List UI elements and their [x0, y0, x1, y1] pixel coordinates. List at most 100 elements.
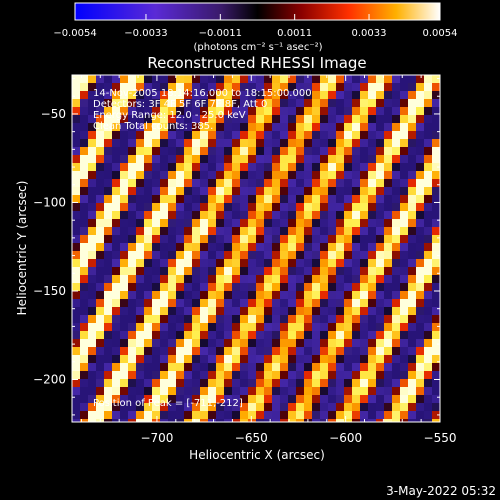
heatmap-cell	[160, 139, 168, 147]
heatmap-cell	[256, 139, 264, 147]
heatmap-cell	[280, 227, 288, 235]
heatmap-cell	[96, 131, 104, 139]
heatmap-cell	[416, 315, 424, 323]
heatmap-cell	[288, 139, 296, 147]
heatmap-cell	[232, 219, 240, 227]
heatmap-cell	[208, 339, 216, 347]
heatmap-cell	[272, 355, 280, 363]
heatmap-cell	[184, 403, 192, 411]
heatmap-cell	[344, 315, 352, 323]
heatmap-cell	[208, 243, 216, 251]
heatmap-cell	[272, 163, 280, 171]
heatmap-cell	[392, 331, 400, 339]
heatmap-cell	[360, 323, 368, 331]
x-tick-label: −600	[329, 431, 362, 445]
heatmap-cell	[360, 187, 368, 195]
heatmap-cell	[392, 251, 400, 259]
heatmap-cell	[88, 395, 96, 403]
heatmap-cell	[336, 219, 344, 227]
heatmap-cell	[392, 387, 400, 395]
heatmap-cell	[352, 363, 360, 371]
heatmap-cell	[144, 331, 152, 339]
heatmap-cell	[184, 291, 192, 299]
heatmap-cell	[216, 187, 224, 195]
heatmap-cell	[352, 339, 360, 347]
heatmap-cell	[416, 275, 424, 283]
heatmap-cell	[360, 371, 368, 379]
heatmap-cell	[144, 387, 152, 395]
heatmap-cell	[432, 291, 440, 299]
heatmap-cell	[432, 411, 440, 419]
heatmap-cell	[368, 139, 376, 147]
heatmap-cell	[272, 275, 280, 283]
heatmap-cell	[96, 227, 104, 235]
heatmap-cell	[120, 91, 128, 99]
heatmap-cell	[432, 99, 440, 107]
heatmap-cell	[296, 275, 304, 283]
heatmap-cell	[400, 395, 408, 403]
heatmap-cell	[232, 107, 240, 115]
heatmap-cell	[344, 219, 352, 227]
heatmap-cell	[200, 291, 208, 299]
heatmap-cell	[304, 387, 312, 395]
heatmap-cell	[264, 203, 272, 211]
heatmap-cell	[96, 347, 104, 355]
heatmap-cell	[72, 107, 80, 115]
heatmap-cell	[416, 331, 424, 339]
heatmap-cell	[200, 123, 208, 131]
plot-frame	[71, 74, 441, 423]
heatmap-cell	[240, 347, 248, 355]
heatmap-cell	[88, 187, 96, 195]
heatmap-cell	[368, 307, 376, 315]
heatmap-cell	[408, 99, 416, 107]
heatmap-cell	[288, 155, 296, 163]
heatmap-cell	[320, 299, 328, 307]
heatmap-cell	[320, 419, 328, 422]
heatmap-cell	[336, 195, 344, 203]
heatmap-cell	[288, 91, 296, 99]
heatmap-cell	[232, 371, 240, 379]
heatmap-cell	[104, 75, 112, 83]
heatmap-cell	[312, 267, 320, 275]
heatmap-cell	[152, 355, 160, 363]
heatmap-cell	[288, 275, 296, 283]
heatmap-cell	[432, 123, 440, 131]
heatmap-cell	[160, 387, 168, 395]
heatmap-cell	[360, 139, 368, 147]
heatmap-cell	[192, 403, 200, 411]
heatmap-cell	[144, 299, 152, 307]
heatmap-cell	[192, 307, 200, 315]
heatmap-cell	[104, 259, 112, 267]
heatmap-cell	[192, 355, 200, 363]
heatmap-cell	[392, 83, 400, 91]
heatmap-cell	[408, 155, 416, 163]
heatmap-cell	[136, 83, 144, 91]
heatmap-cell	[424, 315, 432, 323]
heatmap-cell	[256, 275, 264, 283]
heatmap-cell	[280, 115, 288, 123]
heatmap-cell	[424, 363, 432, 371]
heatmap-cell	[144, 155, 152, 163]
heatmap-cell	[392, 163, 400, 171]
heatmap-cell	[240, 75, 248, 83]
heatmap-cell	[368, 155, 376, 163]
heatmap-cell	[368, 147, 376, 155]
heatmap-cell	[432, 419, 440, 422]
heatmap-cell	[120, 227, 128, 235]
heatmap-cell	[120, 211, 128, 219]
heatmap-cell	[368, 395, 376, 403]
heatmap-cell	[352, 283, 360, 291]
heatmap-cell	[336, 339, 344, 347]
heatmap-cell	[232, 251, 240, 259]
heatmap-cell	[424, 131, 432, 139]
heatmap-cell	[392, 403, 400, 411]
heatmap-cell	[160, 267, 168, 275]
heatmap-cell	[288, 363, 296, 371]
heatmap-cell	[280, 139, 288, 147]
heatmap-cell	[424, 99, 432, 107]
heatmap-cell	[256, 163, 264, 171]
heatmap-cell	[104, 267, 112, 275]
heatmap-cell	[176, 227, 184, 235]
heatmap-cell	[312, 75, 320, 83]
heatmap-cell	[368, 187, 376, 195]
